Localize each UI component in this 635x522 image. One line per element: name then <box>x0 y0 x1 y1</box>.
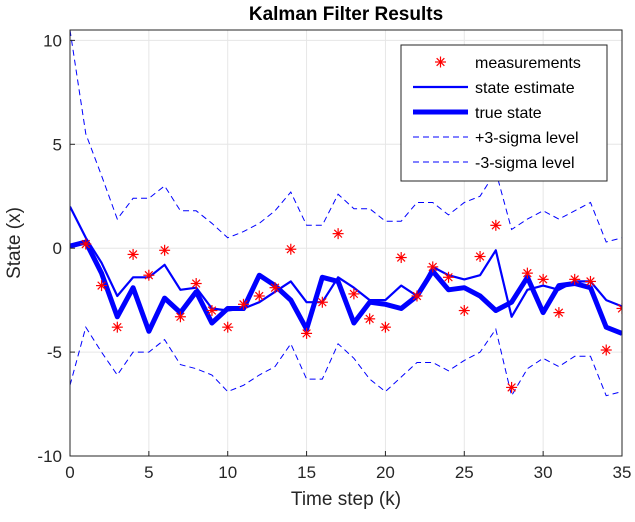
measurement-point <box>253 290 265 302</box>
measurement-point <box>206 305 218 317</box>
measurement-point <box>174 311 186 323</box>
x-tick-label: 10 <box>218 463 237 482</box>
measurement-point <box>348 288 360 300</box>
measurement-point <box>395 252 407 264</box>
y-axis-label: State (x) <box>4 207 25 279</box>
measurement-point <box>411 290 423 302</box>
measurement-point <box>285 243 297 255</box>
measurement-point <box>316 296 328 308</box>
y-tick-label: 10 <box>43 31 62 50</box>
chart-title: Kalman Filter Results <box>249 4 443 25</box>
measurement-point <box>159 244 171 256</box>
measurement-point <box>506 381 518 393</box>
measurement-point <box>521 267 533 279</box>
x-tick-label: 5 <box>144 463 153 482</box>
measurement-point <box>569 273 581 285</box>
measurement-point <box>269 282 281 294</box>
tick-labels: 0 5 10 15 20 25 30 35 -10 -5 0 5 10 <box>37 31 631 482</box>
legend-label: +3-sigma level <box>475 130 579 147</box>
legend-label: state estimate <box>475 80 575 97</box>
x-tick-label: 30 <box>534 463 553 482</box>
x-tick-label: 35 <box>613 463 632 482</box>
series-lower <box>70 325 622 398</box>
measurement-point <box>301 327 313 339</box>
x-tick-label: 25 <box>455 463 474 482</box>
legend-label: true state <box>475 105 542 122</box>
y-tick-label: 0 <box>53 239 62 258</box>
series-true-state <box>70 239 622 336</box>
measurement-point <box>143 269 155 281</box>
y-tick-label: 5 <box>53 135 62 154</box>
measurement-point <box>237 298 249 310</box>
measurement-point <box>379 321 391 333</box>
measurement-point <box>616 302 622 314</box>
legend-label: measurements <box>475 55 581 72</box>
plot-frame <box>69 29 623 457</box>
plot-content <box>70 30 622 398</box>
measurement-point <box>427 261 439 273</box>
y-tick-label: -10 <box>37 447 62 466</box>
measurement-point <box>600 344 612 356</box>
measurement-point <box>474 251 486 263</box>
measurement-point <box>490 219 502 231</box>
measurement-point <box>332 228 344 240</box>
x-tick-label: 20 <box>376 463 395 482</box>
axis-ticks <box>69 39 623 457</box>
legend-marker-measurements <box>435 56 446 68</box>
x-axis-label: Time step (k) <box>291 489 401 510</box>
measurement-point <box>443 271 455 283</box>
measurement-point <box>553 307 565 319</box>
series-upper <box>70 30 622 243</box>
x-tick-label: 0 <box>65 463 74 482</box>
measurement-point <box>190 278 202 290</box>
measurement-point <box>364 313 376 325</box>
measurement-point <box>111 321 123 333</box>
measurement-point <box>222 321 234 333</box>
legend-label: -3-sigma level <box>475 155 575 172</box>
measurement-point <box>80 238 92 250</box>
measurement-point <box>584 275 596 287</box>
measurement-point <box>127 248 139 260</box>
y-tick-label: -5 <box>47 343 62 362</box>
measurement-point <box>458 305 470 317</box>
legend: measurements state estimate true state +3-s… <box>400 44 608 182</box>
measurement-point <box>537 273 549 285</box>
measurement-point <box>96 280 108 292</box>
x-tick-label: 15 <box>297 463 316 482</box>
